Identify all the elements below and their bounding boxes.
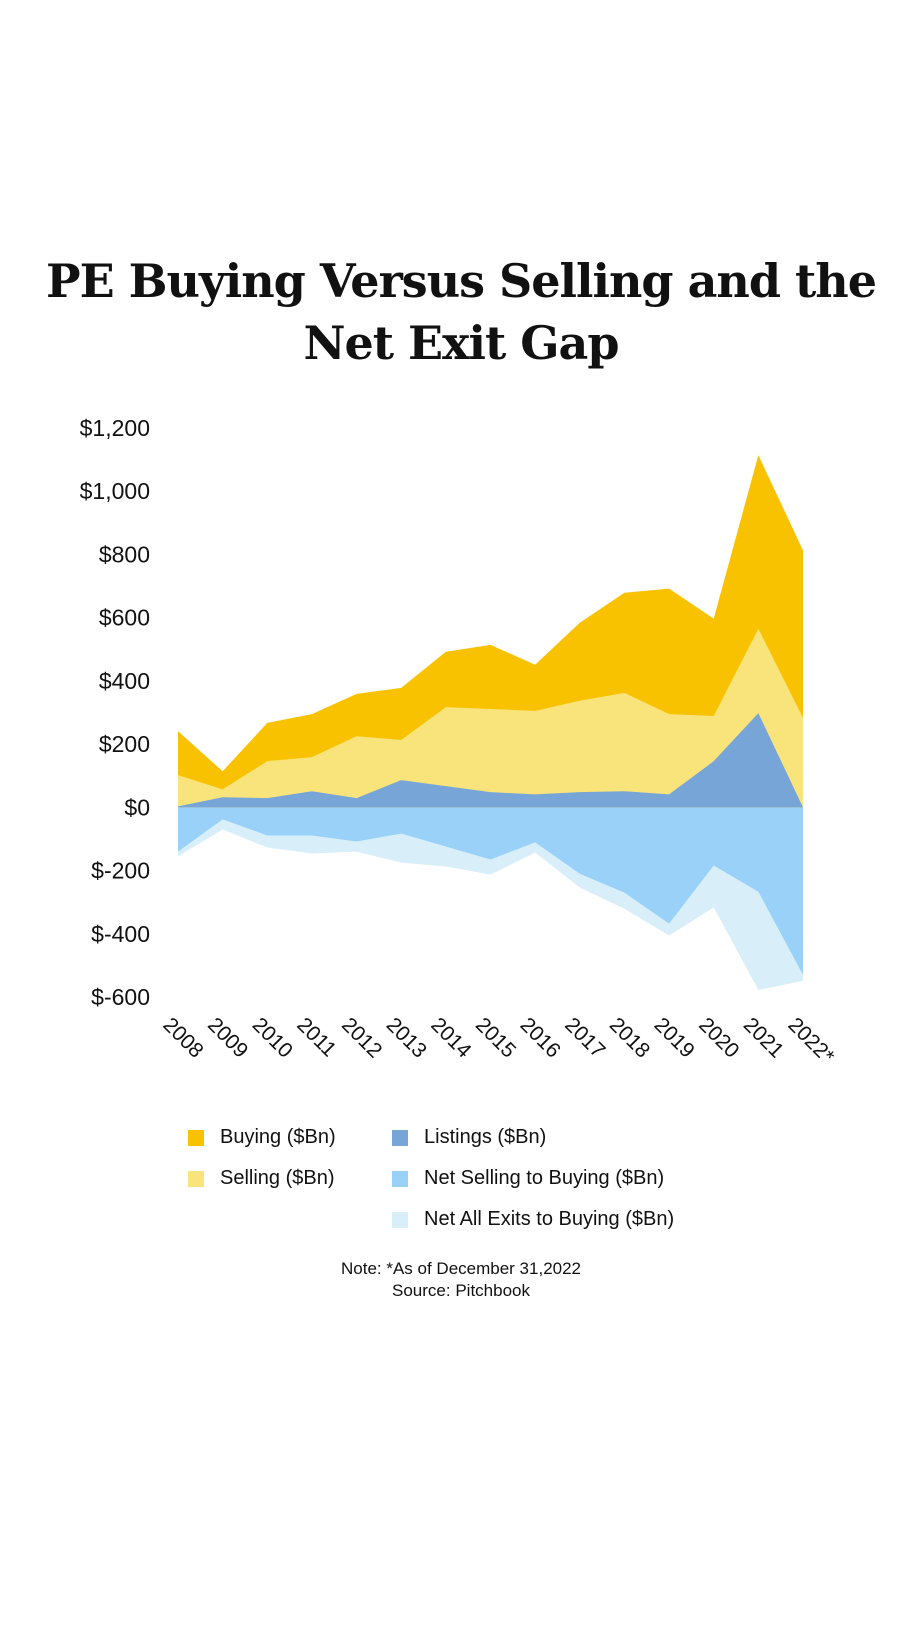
chart-note: Note: *As of December 31,2022 Source: Pi… [0,1258,922,1302]
x-tick-label: 2014 [426,1013,476,1063]
legend-label: Buying ($Bn) [220,1126,336,1148]
note-text: Note: *As of December 31,2022 [340,1259,582,1278]
legend-item: Buying ($Bn) [188,1126,336,1149]
chart-title: PE Buying Versus Selling and the Net Exi… [46,254,877,370]
y-tick-label: $0 [124,794,150,820]
area-selling-bn [178,628,803,808]
area-chart: $1,200 $1,000 $800 $600 $400 $200 $0 $-200 $-400… [80,415,839,1068]
y-tick-label: $-600 [91,984,150,1010]
y-tick-label: $1,000 [80,478,150,504]
legend-label: Listings ($Bn) [424,1126,547,1148]
legend-item: Net All Exits to Buying ($Bn) [392,1208,674,1231]
y-axis: $1,200 $1,000 $800 $600 $400 $200 $0 $-200 $-400… [80,415,150,1010]
legend-swatch [188,1170,204,1187]
x-tick-label: 2018 [605,1013,654,1062]
area-net-selling-to-buying-bn [178,807,803,975]
x-tick-label: 2020 [694,1013,743,1062]
legend-label: Net All Exits to Buying ($Bn) [424,1208,675,1230]
legend-item: Net Selling to Buying ($Bn) [392,1167,664,1190]
x-tick-label: 2011 [292,1013,340,1061]
y-tick-label: $200 [99,731,150,757]
y-tick-label: $-400 [91,921,150,947]
x-tick-label: 2021 [739,1013,788,1062]
x-tick-label: 2008 [158,1013,207,1062]
area-listings-bn [178,713,803,808]
source-text: Source: Pitchbook [392,1281,530,1300]
legend-swatch [188,1129,204,1146]
x-tick-label: 2015 [471,1013,520,1062]
x-tick-label: 2013 [382,1013,431,1062]
x-tick-label: 2012 [337,1013,386,1062]
x-axis: 2008200920102011201220132014201520162017… [158,1013,838,1068]
y-tick-label: $-200 [91,858,150,884]
legend-label: Net Selling to Buying ($Bn) [424,1167,665,1189]
legend-swatch [392,1211,408,1228]
legend-label: Selling ($Bn) [220,1167,335,1189]
x-tick-label: 2010 [248,1013,297,1062]
y-tick-label: $1,200 [80,415,150,441]
x-tick-label: 2019 [650,1013,699,1062]
y-tick-label: $600 [99,605,150,631]
y-tick-label: $400 [99,668,150,694]
y-tick-label: $800 [99,541,150,567]
chart-areas [178,455,803,991]
legend-swatch [392,1129,408,1146]
legend-swatch [392,1170,408,1187]
x-tick-label: 2016 [516,1013,565,1062]
x-tick-label: 2009 [203,1013,252,1062]
x-tick-label: 2017 [560,1013,609,1062]
legend-item: Selling ($Bn) [188,1167,335,1190]
x-tick-label: 2022* [783,1013,838,1068]
legend-item: Listings ($Bn) [392,1126,546,1149]
